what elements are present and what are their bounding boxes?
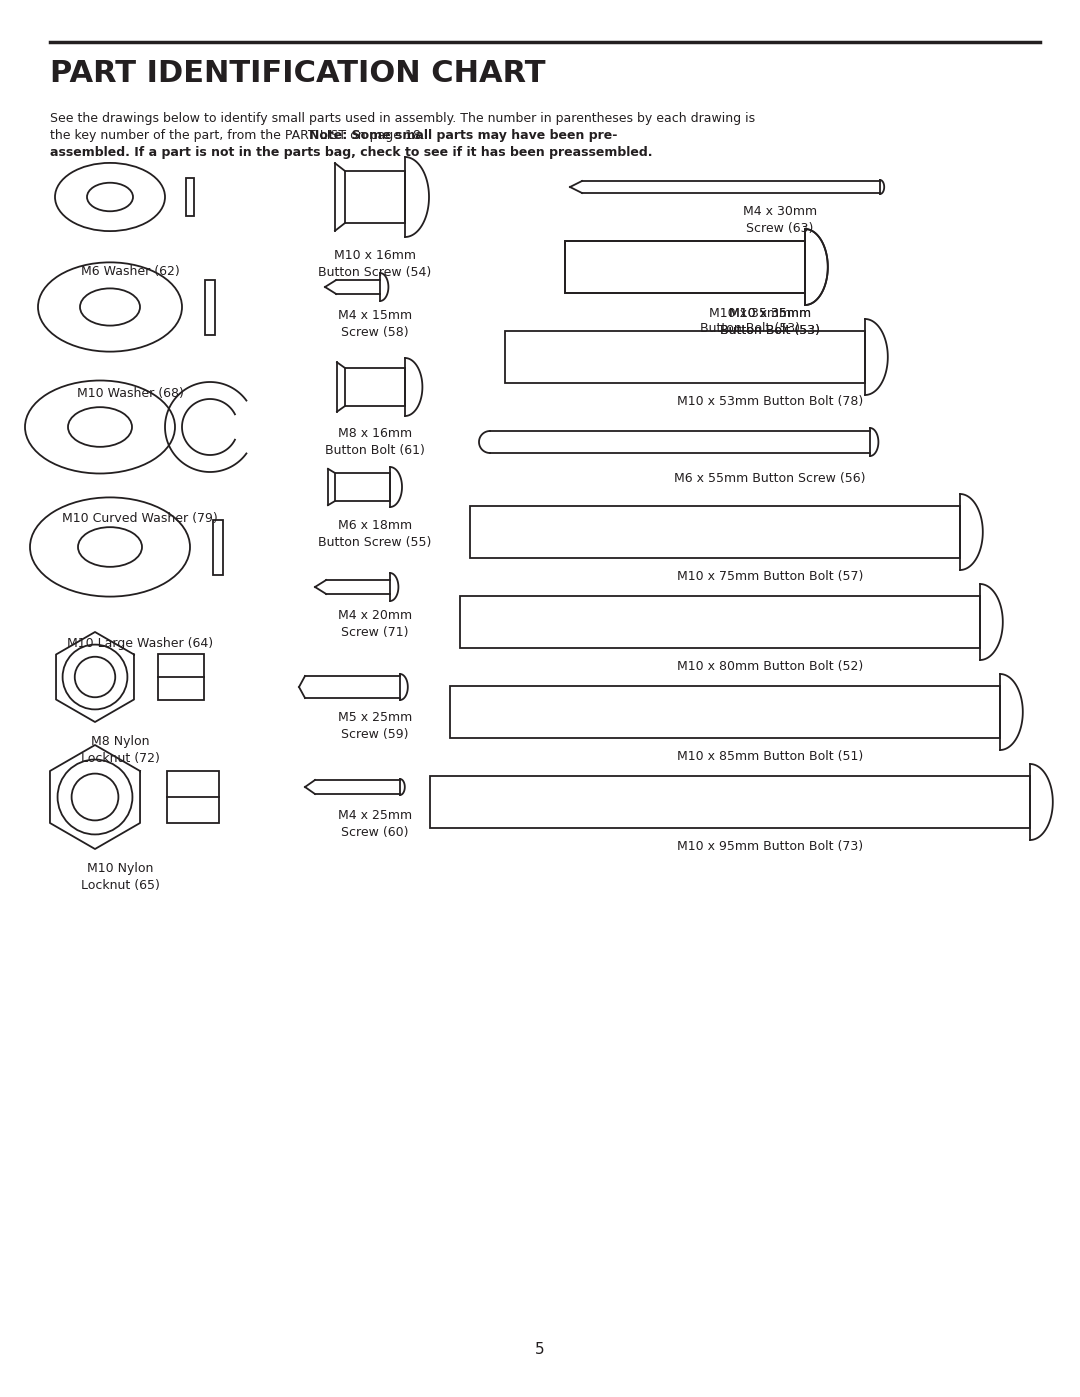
Text: M6 x 55mm Button Screw (56): M6 x 55mm Button Screw (56) <box>674 472 866 485</box>
Text: M6 Washer (62): M6 Washer (62) <box>81 265 179 278</box>
Bar <box>158 654 204 700</box>
Text: M10 Curved Washer (79): M10 Curved Washer (79) <box>63 511 218 525</box>
Bar <box>186 177 194 217</box>
Text: M10 x 35mm
Button Bolt (53): M10 x 35mm Button Bolt (53) <box>700 307 800 335</box>
Text: assembled. If a part is not in the parts bag, check to see if it has been preass: assembled. If a part is not in the parts… <box>50 147 652 159</box>
Text: See the drawings below to identify small parts used in assembly. The number in p: See the drawings below to identify small… <box>50 112 755 124</box>
Text: M8 x 16mm
Button Bolt (61): M8 x 16mm Button Bolt (61) <box>325 427 424 457</box>
Text: M4 x 30mm
Screw (63): M4 x 30mm Screw (63) <box>743 205 818 235</box>
Bar <box>335 474 390 502</box>
Text: 5: 5 <box>536 1343 544 1356</box>
Bar <box>470 506 960 557</box>
Text: PART IDENTIFICATION CHART: PART IDENTIFICATION CHART <box>50 59 545 88</box>
Text: M10 x 85mm Button Bolt (51): M10 x 85mm Button Bolt (51) <box>677 750 863 763</box>
Text: M10 x 35mm
Button Bolt (53): M10 x 35mm Button Bolt (53) <box>720 307 820 337</box>
Bar <box>565 242 805 293</box>
Text: Note: Some small parts may have been pre-: Note: Some small parts may have been pre… <box>309 129 618 142</box>
Text: M10 x 35mm
Button Bolt (53): M10 x 35mm Button Bolt (53) <box>720 307 820 337</box>
Bar <box>345 367 405 407</box>
Text: M10 x 75mm Button Bolt (57): M10 x 75mm Button Bolt (57) <box>677 570 863 583</box>
Bar <box>213 520 222 574</box>
Text: M10 Nylon
Locknut (65): M10 Nylon Locknut (65) <box>81 862 160 893</box>
Text: M4 x 25mm
Screw (60): M4 x 25mm Screw (60) <box>338 809 413 840</box>
Bar <box>565 242 805 293</box>
Text: M6 x 18mm
Button Screw (55): M6 x 18mm Button Screw (55) <box>319 520 432 549</box>
Text: M4 x 20mm
Screw (71): M4 x 20mm Screw (71) <box>338 609 413 638</box>
Text: M10 x 95mm Button Bolt (73): M10 x 95mm Button Bolt (73) <box>677 840 863 854</box>
Text: M10 x 80mm Button Bolt (52): M10 x 80mm Button Bolt (52) <box>677 659 863 673</box>
Text: M4 x 15mm
Screw (58): M4 x 15mm Screw (58) <box>338 309 413 339</box>
Bar <box>205 279 215 334</box>
Bar <box>430 775 1030 828</box>
Bar <box>167 771 219 823</box>
Text: M10 x 16mm
Button Screw (54): M10 x 16mm Button Screw (54) <box>319 249 432 279</box>
Text: M5 x 25mm
Screw (59): M5 x 25mm Screw (59) <box>338 711 413 740</box>
Text: M8 Nylon
Locknut (72): M8 Nylon Locknut (72) <box>81 735 160 766</box>
Text: M10 x 53mm Button Bolt (78): M10 x 53mm Button Bolt (78) <box>677 395 863 408</box>
Bar <box>345 170 405 224</box>
Bar <box>450 686 1000 738</box>
Text: the key number of the part, from the PART LIST on page 18.: the key number of the part, from the PAR… <box>50 129 429 142</box>
Text: M10 Large Washer (64): M10 Large Washer (64) <box>67 637 213 650</box>
Bar <box>505 331 865 383</box>
Bar <box>460 597 980 648</box>
Text: M10 Washer (68): M10 Washer (68) <box>77 387 184 400</box>
